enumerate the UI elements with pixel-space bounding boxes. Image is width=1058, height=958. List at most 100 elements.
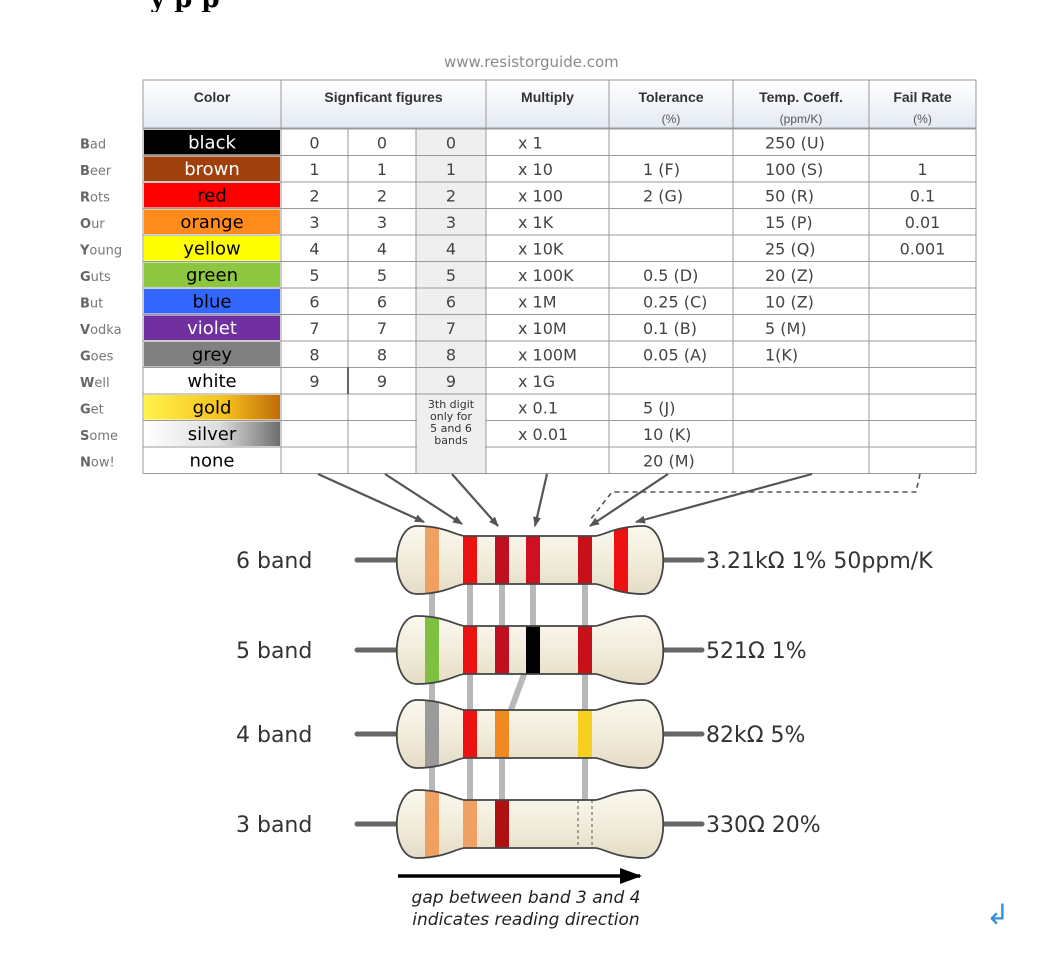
temp-coeff-cell: 250 (U) [765,133,825,152]
band-count-label: 3 band [236,813,312,838]
tolerance-cell: 20 (M) [643,451,695,470]
color-swatch-green [144,262,280,287]
band-arrow [533,473,549,527]
digit-cell: 0 [309,133,319,152]
tolerance-cell: 0.05 (A) [643,345,707,364]
header-label: Color [194,89,231,105]
digit-cell: 9 [446,372,456,391]
table-header-bg [142,79,977,129]
digit-cell: 6 [446,292,456,311]
color-name: blue [193,291,232,312]
third-digit-note: only for [430,410,472,423]
cropped-heading-text: y p p [150,0,220,12]
temp-coeff-cell: 25 (Q) [765,239,816,258]
third-digit-note: 5 and 6 [430,422,472,435]
color-swatch-silver [144,421,280,446]
digit-cell: 2 [446,186,456,205]
color-name: none [190,450,235,471]
digit-cell: 5 [309,266,319,285]
color-swatch-yellow [144,236,280,261]
resistor-value-label: 82kΩ 5% [706,723,805,748]
tolerance-cell: 5 (J) [643,398,675,417]
mnemonic-word: Vodka [80,323,122,338]
digit-cell: 5 [446,266,456,285]
color-swatch-violet [144,315,280,340]
multiplier-cell: x 0.01 [518,425,568,444]
color-band [463,616,477,684]
digit-cell: 8 [377,345,387,364]
color-name: green [186,265,238,286]
multiplier-cell: x 100M [518,345,577,364]
header-label: Tolerance [638,89,703,105]
resistors: 6 band 3.21kΩ 1% 50ppm/K 5 band 521Ω 1% 4 ba… [236,525,933,930]
fail-rate-cell: 0.1 [910,186,935,205]
color-band [526,616,540,684]
band-count-label: 6 band [236,549,312,574]
return-arrow-icon[interactable]: ↲ [986,898,1010,931]
resistor-outline [395,789,665,859]
color-swatch-black [144,130,280,155]
digit-cell: 7 [377,319,387,338]
tolerance-cell: 2 (G) [643,186,683,205]
digit-cell: 4 [377,239,387,258]
resistor-2: 4 band 82kΩ 5% [236,699,805,769]
color-swatch-white [144,368,280,393]
tolerance-cell: 1 (F) [643,160,680,179]
temp-coeff-cell: 5 (M) [765,319,807,338]
color-band [578,616,592,684]
color-band [495,616,509,684]
color-band [495,700,509,768]
color-name: yellow [183,238,240,259]
color-band [495,526,509,594]
header-label: Temp. Coeff. [759,89,843,105]
tolerance-cell: 0.25 (C) [643,292,707,311]
color-band [495,790,509,858]
third-digit-note: bands [434,434,468,447]
resistor-outline [395,699,665,769]
color-name: white [187,371,236,392]
multiplier-cell: x 100K [518,266,574,285]
temp-coeff-cell: 20 (Z) [765,266,814,285]
digit-cell: 3 [377,213,387,232]
digit-cell: 7 [309,319,319,338]
digit-cell: 2 [309,186,319,205]
multiplier-cell: x 1K [518,213,554,232]
digit-cell: 9 [377,372,387,391]
resistor-value-label: 330Ω 20% [706,813,821,838]
digit-cell: 9 [309,372,319,391]
color-band [463,526,477,594]
color-band [526,526,540,594]
band-count-label: 5 band [236,639,312,664]
resistor-1: 5 band 521Ω 1% [236,615,807,685]
temp-coeff-cell: 100 (S) [765,160,823,179]
cropped-heading: y p p [150,0,810,12]
digit-cell: 7 [446,319,456,338]
header-label: Multiply [521,89,574,105]
fail-rate-cell: 0.01 [905,213,941,232]
color-swatch-orange [144,209,280,234]
band-arrow [384,473,463,525]
tolerance-cell: 0.1 (B) [643,319,697,338]
mnemonic-word: Goes [80,349,114,364]
mnemonic-word: Our [80,217,105,232]
color-table: Color Signficant figures Multiply Tolerance… [79,79,977,474]
caption-line-2: indicates reading direction [412,910,639,930]
mnemonic-word: Some [80,429,118,444]
resistor-outline [395,615,665,685]
band-arrow [451,473,499,527]
color-name: red [197,185,227,206]
mnemonic-word: Get [80,402,104,417]
color-name: silver [188,424,237,445]
color-swatch-red [144,183,280,208]
color-name: orange [180,212,243,233]
digit-cell: 6 [309,292,319,311]
color-band [614,526,628,594]
color-band [425,790,439,858]
color-name: gold [193,397,232,418]
temp-coeff-cell: 15 (P) [765,213,813,232]
mnemonic-word: Well [80,376,110,391]
digit-cell: 8 [446,345,456,364]
multiplier-cell: x 1M [518,292,557,311]
third-digit-note: 3th digit [428,398,475,411]
